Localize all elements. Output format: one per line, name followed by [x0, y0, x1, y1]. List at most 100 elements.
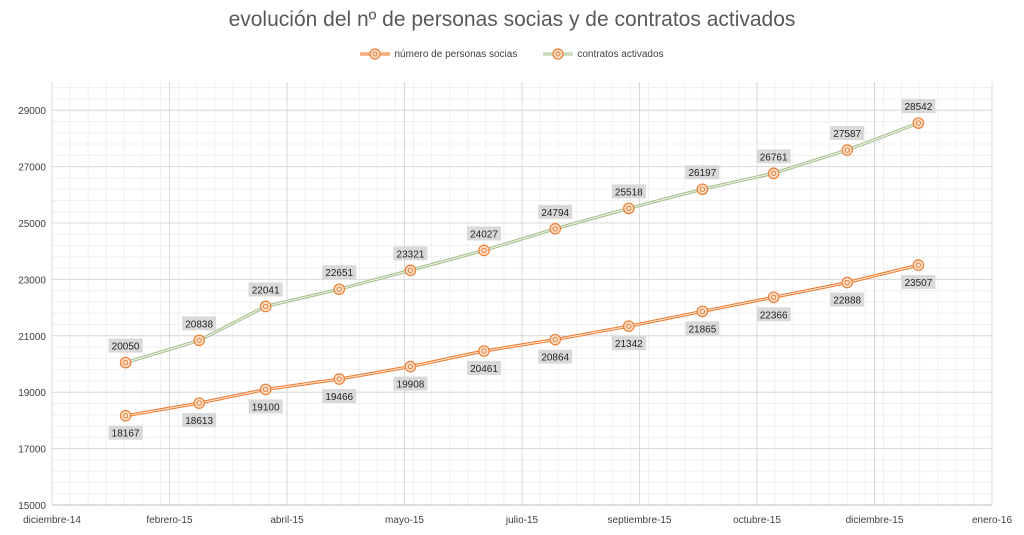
data-point-inner: [552, 226, 558, 232]
data-label: 18167: [112, 429, 140, 440]
data-point-inner: [770, 294, 777, 300]
data-point-inner: [770, 170, 777, 177]
data-label: 24027: [470, 229, 498, 240]
data-point-inner: [626, 205, 632, 212]
x-tick-label: diciembre-14: [23, 515, 81, 526]
data-label: 20050: [112, 342, 140, 353]
data-point-inner: [407, 363, 414, 370]
data-label-box: [248, 282, 283, 297]
legend-item-socias: número de personas socias: [360, 48, 517, 60]
data-label-box: [611, 336, 646, 351]
data-label-box: [538, 204, 573, 219]
data-label-box: [611, 184, 646, 199]
data-label: 22888: [833, 296, 861, 307]
y-tick-label: 19000: [18, 388, 46, 399]
data-point: [912, 117, 925, 129]
data-point: [912, 259, 925, 271]
data-point-inner: [407, 267, 414, 274]
data-point-inner: [626, 323, 632, 329]
legend-marker-socias: [360, 48, 391, 60]
data-label-box: [108, 425, 143, 440]
series-line-highlight-0: [125, 264, 919, 417]
data-point-inner: [699, 308, 706, 315]
legend: número de personas socias contratos acti…: [0, 48, 1024, 60]
x-tick-label: mayo-15: [385, 515, 424, 526]
data-point: [696, 305, 709, 318]
data-point: [841, 276, 854, 289]
x-tick-label: septiembre-15: [608, 515, 672, 526]
data-label-box: [182, 316, 217, 331]
data-point-inner: [481, 348, 487, 354]
data-label: 23507: [905, 278, 933, 289]
data-label-box: [756, 307, 791, 322]
data-point-inner: [699, 186, 706, 192]
data-point: [623, 202, 635, 215]
data-point-inner: [122, 359, 129, 366]
data-point: [259, 383, 272, 396]
data-label-box: [901, 99, 936, 114]
data-label: 28542: [905, 102, 933, 113]
data-label: 22041: [252, 285, 280, 296]
x-tick-label: julio-15: [505, 515, 539, 526]
data-label-box: [685, 165, 720, 180]
data-label-box: [322, 265, 357, 280]
data-label: 22651: [325, 268, 353, 279]
legend-marker-contratos: [543, 48, 574, 60]
series-line-highlight-1: [125, 122, 919, 364]
data-label: 26197: [688, 168, 716, 179]
data-point-inner: [915, 120, 922, 126]
data-point: [478, 345, 490, 357]
data-label: 24794: [541, 208, 569, 219]
y-tick-label: 15000: [18, 501, 46, 512]
y-tick-label: 17000: [18, 445, 46, 456]
data-point-inner: [336, 376, 342, 382]
data-point-inner: [262, 386, 269, 393]
data-label-box: [108, 338, 143, 353]
data-point-inner: [196, 400, 202, 406]
data-label: 20864: [541, 353, 569, 364]
data-point: [404, 264, 417, 277]
data-label: 21865: [688, 324, 716, 335]
data-label-box: [248, 399, 283, 414]
data-point: [193, 397, 205, 409]
data-point: [119, 409, 132, 422]
data-label-box: [393, 246, 428, 261]
data-label-box: [467, 226, 502, 241]
data-point: [478, 244, 490, 257]
data-label: 25518: [615, 187, 643, 198]
data-point-inner: [844, 147, 850, 153]
data-point: [119, 356, 132, 369]
data-label: 23321: [397, 249, 425, 260]
chart-title: evolución del nº de personas socias y de…: [228, 8, 796, 31]
data-point-inner: [844, 279, 850, 286]
data-label: 18613: [185, 416, 213, 427]
x-tick-label: febrero-15: [146, 515, 193, 526]
data-point: [549, 223, 562, 235]
data-label: 20838: [185, 319, 213, 330]
data-point-inner: [262, 303, 269, 310]
legend-label-contratos: contratos activados: [577, 48, 664, 60]
data-label: 22366: [760, 310, 788, 321]
x-tick-label: abril-15: [270, 515, 304, 526]
data-point-inner: [915, 262, 922, 268]
y-tick-label: 23000: [18, 275, 46, 286]
y-tick-label: 21000: [18, 332, 46, 343]
data-point: [549, 333, 562, 346]
data-label: 19908: [397, 380, 425, 391]
data-point: [696, 183, 709, 196]
data-label-box: [322, 389, 357, 404]
data-label: 21342: [615, 339, 643, 350]
data-point: [404, 360, 417, 373]
data-point-inner: [336, 286, 342, 292]
data-point-inner: [196, 337, 202, 344]
data-label: 19466: [325, 392, 353, 403]
data-point: [333, 283, 346, 296]
data-label-box: [756, 149, 791, 164]
x-tick-label: enero-16: [972, 515, 1012, 526]
data-point: [259, 300, 272, 313]
data-point-inner: [481, 247, 487, 254]
data-label: 26761: [760, 152, 788, 163]
y-tick-label: 27000: [18, 163, 46, 174]
data-point-inner: [122, 412, 129, 419]
